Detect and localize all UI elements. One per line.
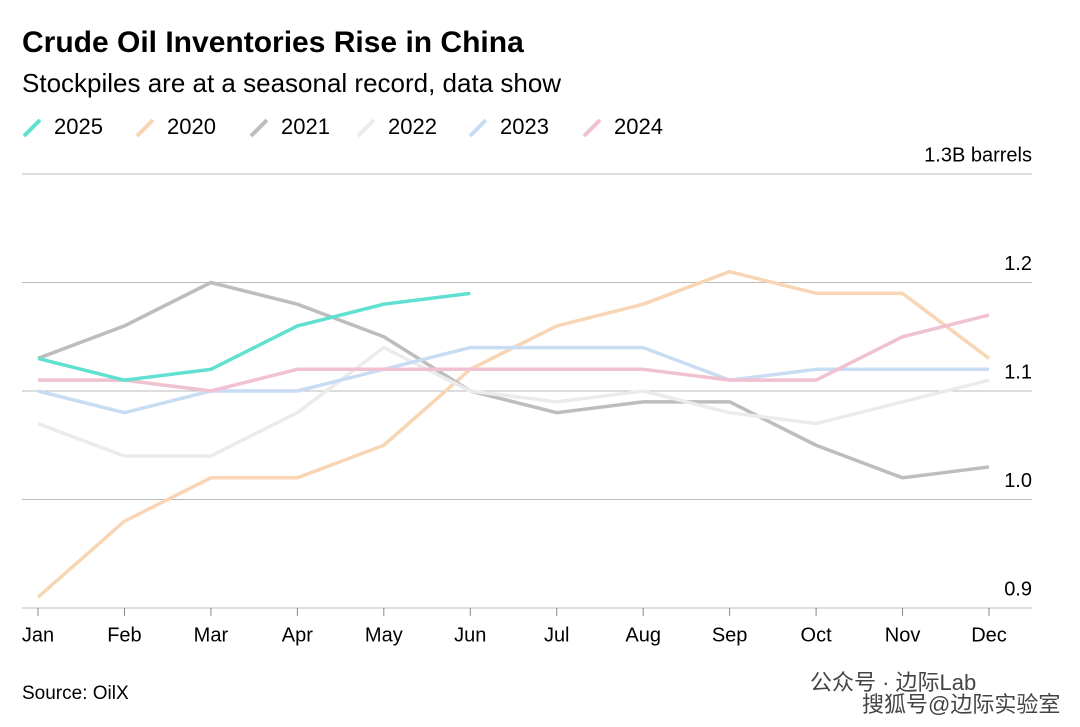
legend-label: 2022 [388, 114, 437, 139]
x-tick-label: Jan [22, 624, 54, 646]
legend-swatch [468, 118, 488, 138]
x-tick-label: Feb [107, 624, 141, 646]
legend-swatch [135, 118, 155, 138]
legend-swatch [22, 118, 42, 138]
legend-label: 2023 [500, 114, 549, 139]
series-line [38, 313, 990, 393]
chart-title: Crude Oil Inventories Rise in China [22, 26, 524, 59]
series-line [37, 280, 990, 480]
y-tick-label: 1.2 [1004, 253, 1032, 275]
legend-label: 2021 [281, 114, 330, 139]
series-line [37, 291, 471, 382]
source: Source: OilX [22, 683, 129, 704]
legend-swatch [249, 118, 269, 138]
x-tick-label: Sep [712, 624, 748, 646]
watermark: 搜狐号@边际实验室 [862, 692, 1060, 717]
x-tick-label: Apr [282, 624, 313, 646]
series-line [36, 269, 991, 599]
x-tick-label: Oct [801, 624, 833, 646]
legend-label: 2025 [54, 114, 103, 139]
legend-label: 2020 [167, 114, 216, 139]
legend-swatch [582, 118, 602, 138]
x-tick-label: Dec [971, 624, 1007, 646]
watermark: 公众号 · 边际Lab [810, 670, 976, 695]
chart-subtitle: Stockpiles are at a seasonal record, dat… [22, 68, 561, 98]
legend-label: 2024 [614, 114, 663, 139]
y-tick-label: 0.9 [1004, 578, 1032, 600]
series-line [37, 345, 990, 458]
y-tick-label: 1.1 [1004, 361, 1032, 383]
x-tick-label: Jun [454, 624, 486, 646]
x-tick-label: Mar [194, 624, 229, 646]
x-tick-label: Jul [544, 624, 570, 646]
y-tick-label: 1.3B barrels [924, 144, 1032, 166]
x-tick-label: Aug [625, 624, 661, 646]
x-tick-label: Nov [885, 624, 921, 646]
y-tick-label: 1.0 [1004, 470, 1032, 492]
x-tick-label: May [365, 624, 403, 646]
series-line [37, 345, 989, 415]
legend-swatch [356, 118, 376, 138]
